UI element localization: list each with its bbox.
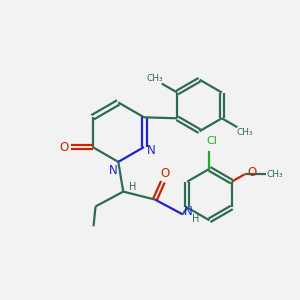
Text: N: N [147,143,155,157]
Text: CH₃: CH₃ [266,170,283,179]
Text: O: O [59,140,68,154]
Text: H: H [130,182,137,192]
Text: N: N [184,205,193,218]
Text: Cl: Cl [206,136,217,146]
Text: CH₃: CH₃ [237,128,253,137]
Text: O: O [160,167,170,180]
Text: H: H [192,214,199,224]
Text: N: N [109,164,118,177]
Text: CH₃: CH₃ [146,74,163,83]
Text: O: O [247,166,256,179]
